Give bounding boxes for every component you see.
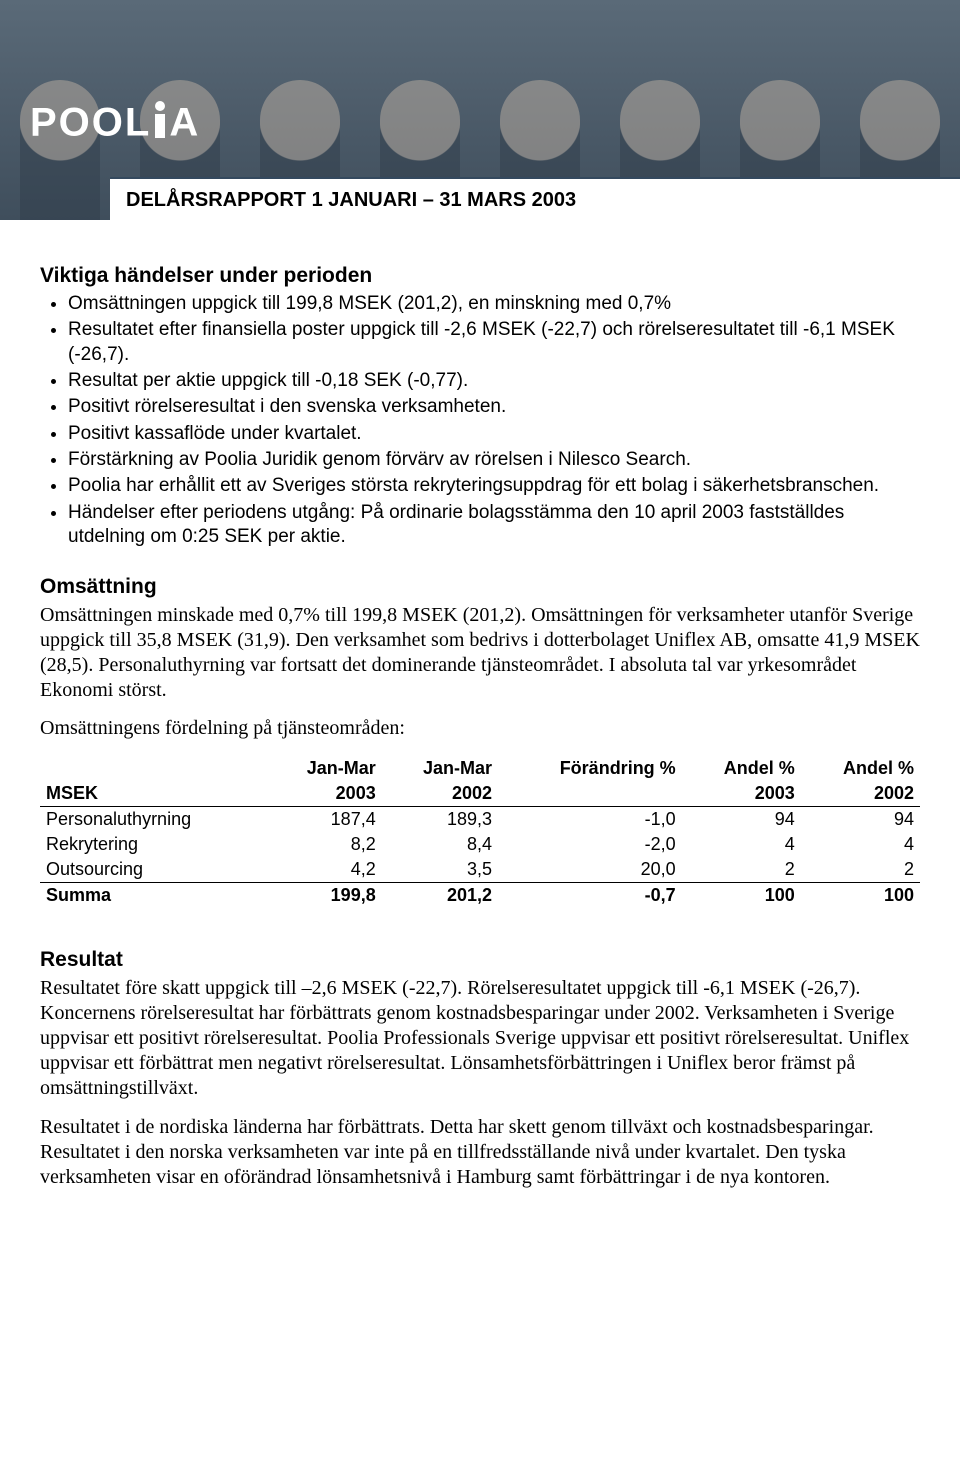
table-cell: -2,0	[498, 832, 682, 857]
table-cell: 201,2	[382, 883, 498, 909]
table-cell: 20,0	[498, 857, 682, 883]
table-cell: 8,4	[382, 832, 498, 857]
poolia-logo: POOL A	[30, 100, 200, 150]
table-cell: 8,2	[265, 832, 381, 857]
table-row: Personaluthyrning187,4189,3-1,09494	[40, 807, 920, 833]
table-cell: 2	[682, 857, 801, 883]
table-cell-label: Rekrytering	[40, 832, 265, 857]
table-cell: 189,3	[382, 807, 498, 833]
events-bullet-item: Resultatet efter finansiella poster uppg…	[68, 318, 920, 367]
events-bullet-item: Positivt rörelseresultat i den svenska v…	[68, 395, 920, 419]
events-bullet-item: Förstärkning av Poolia Juridik genom för…	[68, 448, 920, 472]
events-bullet-item: Poolia har erhållit ett av Sveriges stör…	[68, 474, 920, 498]
logo-text-part2: A	[169, 101, 200, 145]
table-cell: 3,5	[382, 857, 498, 883]
report-title-bar: DELÅRSRAPPORT 1 JANUARI – 31 MARS 2003	[110, 177, 960, 220]
table-header-cell: Andel %	[682, 756, 801, 781]
table-cell: 199,8	[265, 883, 381, 909]
section-heading-result: Resultat	[40, 948, 920, 972]
table-cell: -1,0	[498, 807, 682, 833]
events-bullet-item: Resultat per aktie uppgick till -0,18 SE…	[68, 369, 920, 393]
table-header-cell: MSEK	[40, 781, 265, 807]
table-header-cell: Andel %	[801, 756, 920, 781]
table-header-cell	[40, 756, 265, 781]
table-cell-label: Outsourcing	[40, 857, 265, 883]
table-header-cell: 2003	[682, 781, 801, 807]
table-cell: -0,7	[498, 883, 682, 909]
table-cell: 187,4	[265, 807, 381, 833]
table-cell: 100	[682, 883, 801, 909]
table-row-totals: Summa199,8201,2-0,7100100	[40, 883, 920, 909]
table-header-row-2: MSEK2003200220032002	[40, 781, 920, 807]
table-header-row-1: Jan-MarJan-MarFörändring %Andel %Andel %	[40, 756, 920, 781]
table-cell: 100	[801, 883, 920, 909]
events-bullet-item: Händelser efter periodens utgång: På ord…	[68, 501, 920, 550]
table-cell: 4,2	[265, 857, 381, 883]
table-cell-label: Summa	[40, 883, 265, 909]
content-area: Viktiga händelser under perioden Omsättn…	[0, 220, 960, 1264]
table-cell: 94	[801, 807, 920, 833]
table-body: Personaluthyrning187,4189,3-1,09494Rekry…	[40, 807, 920, 909]
events-bullet-list: Omsättningen uppgick till 199,8 MSEK (20…	[40, 292, 920, 549]
report-title: DELÅRSRAPPORT 1 JANUARI – 31 MARS 2003	[126, 189, 576, 211]
table-cell: 94	[682, 807, 801, 833]
table-header-cell: Förändring %	[498, 756, 682, 781]
table-header-cell: Jan-Mar	[382, 756, 498, 781]
table-header-cell: Jan-Mar	[265, 756, 381, 781]
table-cell: 2	[801, 857, 920, 883]
section-heading-events: Viktiga händelser under perioden	[40, 264, 920, 288]
table-cell: 4	[801, 832, 920, 857]
section-heading-turnover: Omsättning	[40, 575, 920, 599]
table-cell: 4	[682, 832, 801, 857]
logo-i-icon	[151, 100, 169, 150]
table-header-cell: 2002	[382, 781, 498, 807]
logo-text-part1: POOL	[30, 101, 151, 145]
table-header-cell: 2003	[265, 781, 381, 807]
turnover-table-lead: Omsättningens fördelning på tjänsteområd…	[40, 717, 920, 740]
turnover-table: Jan-MarJan-MarFörändring %Andel %Andel %…	[40, 756, 920, 908]
table-header-cell: 2002	[801, 781, 920, 807]
table-row: Outsourcing4,23,520,022	[40, 857, 920, 883]
result-body-2: Resultatet i de nordiska länderna har fö…	[40, 1115, 920, 1190]
table-cell-label: Personaluthyrning	[40, 807, 265, 833]
turnover-body: Omsättningen minskade med 0,7% till 199,…	[40, 603, 920, 703]
table-row: Rekrytering8,28,4-2,044	[40, 832, 920, 857]
hero-banner: POOL A DELÅRSRAPPORT 1 JANUARI – 31 MARS …	[0, 0, 960, 220]
events-bullet-item: Omsättningen uppgick till 199,8 MSEK (20…	[68, 292, 920, 316]
result-body-1: Resultatet före skatt uppgick till –2,6 …	[40, 976, 920, 1101]
table-header-cell	[498, 781, 682, 807]
events-bullet-item: Positivt kassaflöde under kvartalet.	[68, 422, 920, 446]
